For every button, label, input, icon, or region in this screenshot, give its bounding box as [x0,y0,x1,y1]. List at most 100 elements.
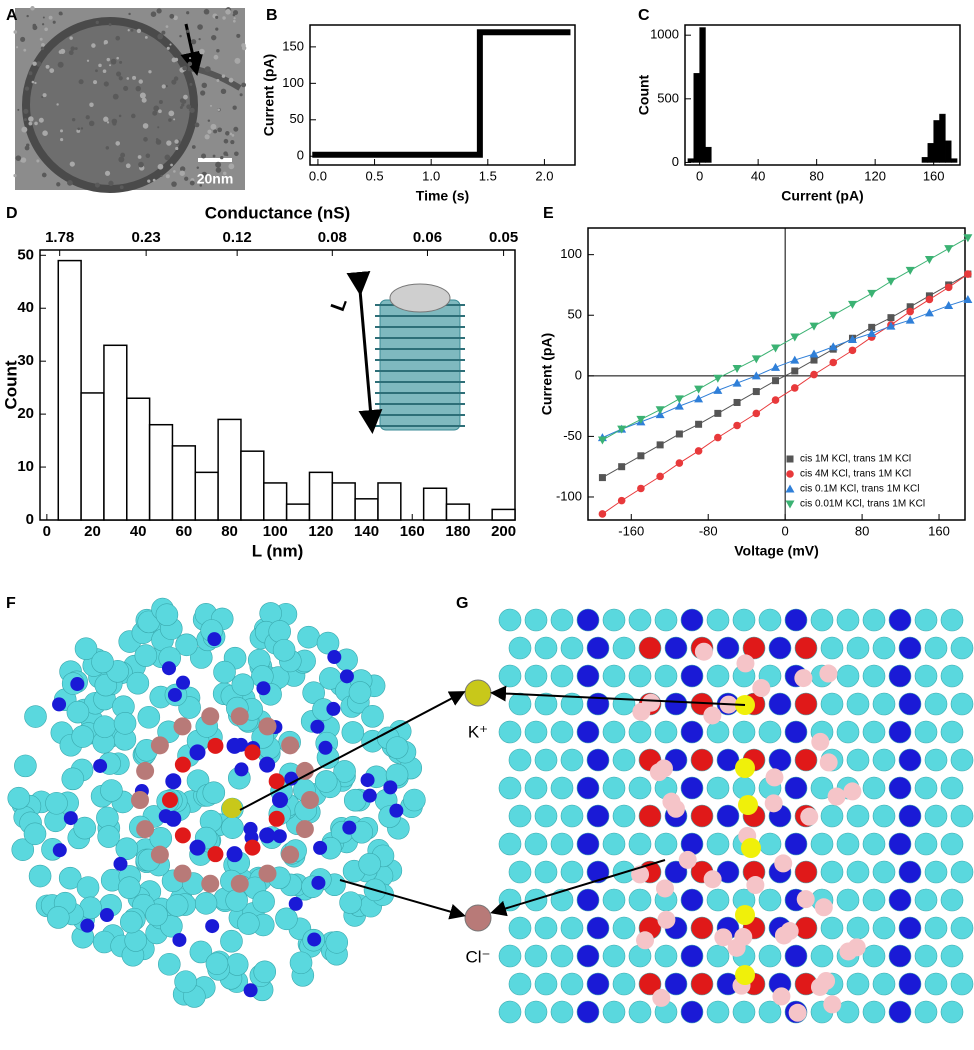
x-tick-label: 1.0 [422,168,440,183]
atom [63,811,78,826]
grain [60,137,64,142]
atom [680,1000,704,1024]
grain [74,47,78,50]
grain [17,108,20,111]
ion [735,758,755,778]
atom [654,608,678,632]
grain [173,76,179,81]
atom [314,770,338,793]
hist-bar [354,498,379,521]
ion [738,795,758,815]
atom [784,832,808,856]
marker [791,367,799,375]
grain [132,75,137,80]
atom [950,804,974,828]
grain [128,12,131,16]
grain [32,61,37,66]
grain [68,50,74,56]
grain [30,6,35,11]
atom [924,860,948,884]
marker [598,510,607,518]
atom [165,810,182,827]
atom [914,832,938,856]
series-line [602,299,969,439]
x-tick-label: 1.5 [479,168,497,183]
marker [695,420,703,428]
atom [706,832,730,856]
atom [339,891,362,914]
hist-bar [921,157,929,163]
atom [628,776,652,800]
grain [179,170,185,176]
grain [103,42,106,45]
atom [119,910,143,934]
grain [91,43,96,48]
atom [628,664,652,688]
atom [862,888,886,912]
grain [199,184,203,187]
atom [690,972,714,996]
atom [226,737,243,754]
atom [586,636,610,660]
atom [888,608,912,632]
grain [209,104,213,107]
atom [61,767,85,791]
hist-bar [491,508,516,521]
atom [602,776,626,800]
atom [612,748,636,772]
atom [758,888,782,912]
hist-bar [103,344,128,521]
x-tick-label: 140 [354,523,379,540]
atom [576,720,600,744]
atom [914,944,938,968]
atom [694,642,713,661]
atom [389,803,404,818]
grain [187,61,193,67]
grain [144,35,148,39]
grain [95,20,99,25]
grain [118,156,125,163]
atom [58,866,82,890]
atom [560,692,584,716]
atom [768,636,792,660]
atom [201,874,220,893]
plot-frame [309,24,576,166]
grain [152,178,156,182]
atom [862,776,886,800]
atom [550,720,574,744]
grain [158,99,163,104]
grain [181,103,185,107]
panel-label: A [6,7,18,24]
grain [231,134,235,137]
y-tick-label: 30 [17,352,34,369]
marker [944,301,954,310]
marker [771,344,781,353]
atom [157,952,181,976]
atom [176,675,191,690]
ion [735,905,755,925]
grain [166,140,172,146]
atom [758,944,782,968]
marker [809,322,819,331]
atom [385,736,409,759]
marker [790,384,799,392]
atom [602,1000,626,1024]
atom [258,864,277,883]
x-tick-label: 80 [855,523,869,538]
x2-tick-label: 0.23 [132,229,161,246]
atom [638,636,662,660]
atom [7,786,31,810]
atom [550,888,574,912]
grain [186,11,190,15]
atom [602,720,626,744]
atom [243,821,258,836]
marker [785,484,795,493]
atom [113,856,128,871]
atom [189,940,213,964]
atom [950,748,974,772]
marker [636,415,646,424]
atom [794,692,818,716]
atom [940,832,964,856]
grain [93,80,98,85]
